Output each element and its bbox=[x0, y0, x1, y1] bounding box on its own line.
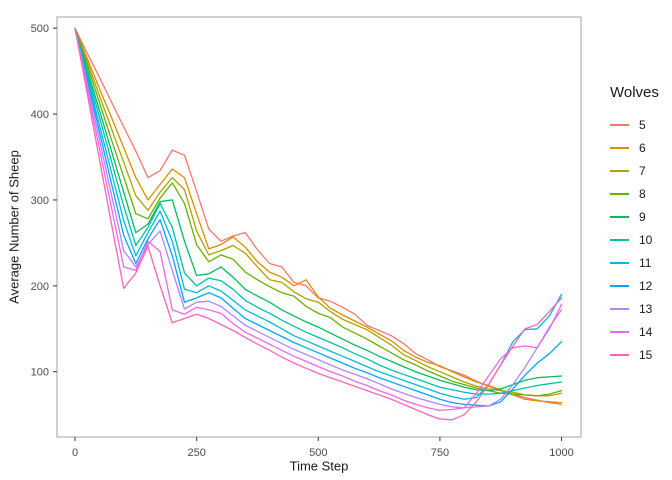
legend-item-12: 12 bbox=[610, 274, 659, 297]
y-tick-label: 200 bbox=[31, 281, 49, 293]
legend-title: Wolves bbox=[610, 84, 659, 101]
legend-item-11: 11 bbox=[610, 251, 659, 274]
legend-swatch-5 bbox=[610, 123, 629, 126]
legend-label-11: 11 bbox=[639, 255, 652, 270]
legend-label-7: 7 bbox=[639, 163, 646, 178]
series-line-11 bbox=[74, 27, 563, 400]
legend-swatch-15 bbox=[610, 353, 629, 356]
legend-item-8: 8 bbox=[610, 182, 659, 205]
legend-swatch-7 bbox=[610, 169, 629, 172]
legend-swatch-10 bbox=[610, 238, 629, 241]
legend-label-14: 14 bbox=[639, 324, 653, 339]
legend-item-14: 14 bbox=[610, 320, 659, 343]
x-axis-ticks-group: 0 250 500 750 1000 bbox=[72, 437, 574, 459]
x-tick-label: 750 bbox=[431, 447, 449, 459]
series-line-9 bbox=[74, 27, 563, 392]
legend-swatch-13 bbox=[610, 307, 629, 310]
series-line-15 bbox=[74, 27, 563, 421]
legend-swatch-12 bbox=[610, 284, 629, 287]
series-line-8 bbox=[74, 27, 563, 397]
series-line-12 bbox=[74, 27, 563, 407]
legend-item-10: 10 bbox=[610, 228, 659, 251]
series-line-13 bbox=[74, 27, 563, 409]
legend-swatch-11 bbox=[610, 261, 629, 264]
y-tick-label: 300 bbox=[31, 195, 49, 207]
series-lines-group bbox=[74, 27, 563, 421]
series-line-6 bbox=[74, 27, 563, 404]
legend-label-10: 10 bbox=[639, 232, 653, 247]
y-tick-label: 500 bbox=[31, 23, 49, 35]
legend-label-13: 13 bbox=[639, 301, 653, 316]
legend-item-5: 5 bbox=[610, 113, 659, 136]
x-tick-label: 0 bbox=[72, 447, 78, 459]
x-tick-label: 1000 bbox=[549, 447, 573, 459]
y-tick-label: 100 bbox=[31, 367, 49, 379]
legend-label-9: 9 bbox=[639, 209, 646, 224]
legend-item-6: 6 bbox=[610, 136, 659, 159]
x-axis-title: Time Step bbox=[289, 458, 349, 474]
legend-item-13: 13 bbox=[610, 297, 659, 320]
legend-label-6: 6 bbox=[639, 140, 646, 155]
legend-label-15: 15 bbox=[639, 347, 653, 362]
y-tick-label: 400 bbox=[31, 109, 49, 121]
legend-swatch-8 bbox=[610, 192, 629, 195]
legend-item-9: 9 bbox=[610, 205, 659, 228]
legend-items: 5 6 7 8 9 10 11 12 13 14 15 bbox=[610, 113, 659, 366]
legend-item-7: 7 bbox=[610, 159, 659, 182]
x-tick-label: 500 bbox=[309, 447, 327, 459]
series-line-14 bbox=[74, 27, 563, 412]
panel-border bbox=[56, 16, 582, 438]
legend-item-15: 15 bbox=[610, 343, 659, 366]
legend-label-8: 8 bbox=[639, 186, 646, 201]
legend-label-5: 5 bbox=[639, 117, 646, 132]
legend-label-12: 12 bbox=[639, 278, 653, 293]
legend-swatch-6 bbox=[610, 146, 629, 149]
legend-swatch-14 bbox=[610, 330, 629, 333]
legend-swatch-9 bbox=[610, 215, 629, 218]
legend: Wolves 5 6 7 8 9 10 11 12 13 14 15 bbox=[610, 84, 659, 366]
y-axis-title: Average Number of Sheep bbox=[6, 150, 22, 304]
y-axis-ticks-group: 100 200 300 400 500 bbox=[31, 23, 57, 379]
x-tick-label: 250 bbox=[187, 447, 205, 459]
